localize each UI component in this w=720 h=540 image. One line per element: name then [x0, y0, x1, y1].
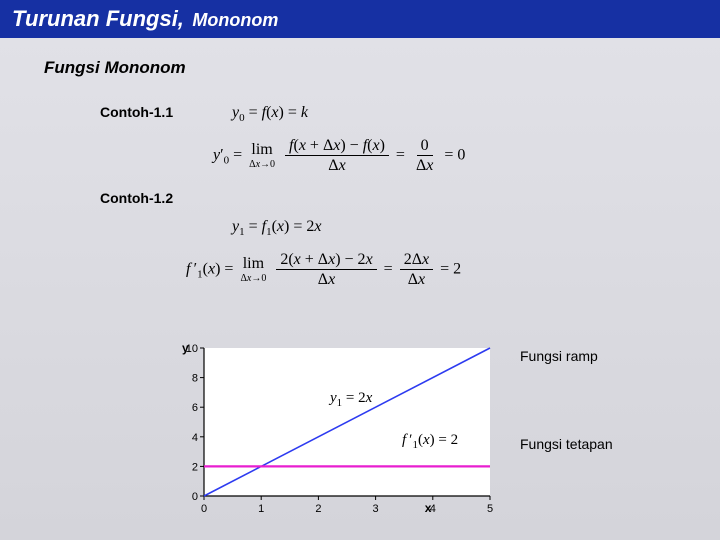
chart: 0246810012345yx — [170, 340, 570, 520]
svg-text:y: y — [182, 341, 189, 355]
svg-text:0: 0 — [201, 503, 207, 515]
label-fungsi-ramp: Fungsi ramp — [520, 348, 598, 364]
svg-text:1: 1 — [258, 503, 264, 515]
svg-text:6: 6 — [192, 402, 198, 414]
svg-text:0: 0 — [192, 491, 198, 503]
eq-ex2-deriv: f ′1(x) = limΔx→0 2(x + Δx) − 2x Δx = 2Δ… — [186, 250, 461, 289]
svg-text:8: 8 — [192, 373, 198, 385]
title-sub: Mononom — [192, 10, 278, 30]
chart-svg: 0246810012345yx — [170, 340, 500, 520]
title-main: Turunan Fungsi, — [12, 6, 184, 31]
chart-eq-ramp: y1 = 2x — [330, 390, 372, 409]
section-heading: Fungsi Mononom — [44, 58, 720, 78]
eq-ex1-deriv: y′0 = limΔx→0 f(x + Δx) − f(x) Δx = 0Δx … — [213, 136, 465, 175]
svg-text:4: 4 — [192, 432, 198, 444]
chart-eq-tetapan: f ′1(x) = 2 — [402, 432, 458, 451]
eq-ex2-def: y1 = f1(x) = 2x — [232, 218, 322, 238]
svg-text:3: 3 — [373, 503, 379, 515]
svg-text:5: 5 — [487, 503, 493, 515]
label-fungsi-tetapan: Fungsi tetapan — [520, 436, 613, 452]
svg-text:x: x — [425, 501, 432, 515]
title-bar: Turunan Fungsi, Mononom — [0, 0, 720, 38]
eq-ex1-def: y0 = f(x) = k — [232, 104, 308, 124]
svg-text:2: 2 — [192, 461, 198, 473]
svg-text:2: 2 — [315, 503, 321, 515]
example-2-label: Contoh-1.2 — [100, 190, 720, 206]
example-1-label: Contoh-1.1 — [100, 104, 720, 120]
